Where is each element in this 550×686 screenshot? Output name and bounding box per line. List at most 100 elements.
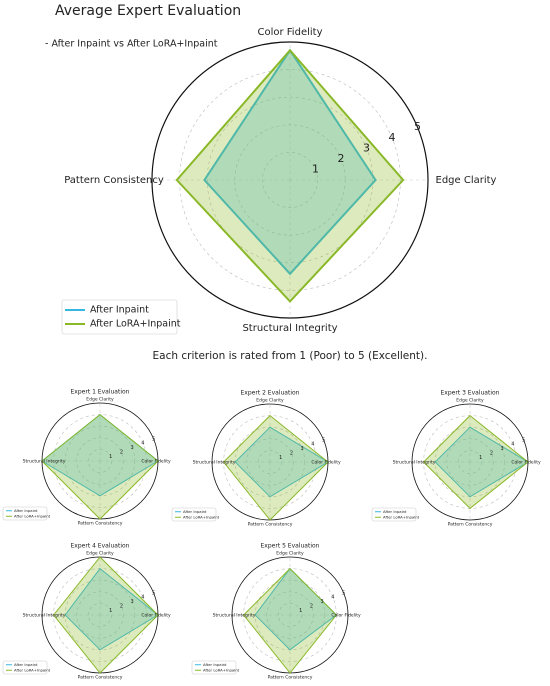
legend-label: After LoRA+Inpaint (14, 667, 51, 672)
chart-title: Expert 4 Evaluation (71, 543, 130, 550)
legend-box (61, 299, 178, 335)
radar-area (234, 426, 329, 498)
radial-tick-label: 4 (311, 442, 314, 448)
radial-tick-label: 4 (331, 595, 334, 601)
radial-tick-label: 5 (342, 590, 345, 596)
legend-label: After Inpaint (183, 509, 207, 514)
grid-circle (446, 438, 494, 486)
radial-tick-label: 4 (141, 441, 144, 447)
grid-circle (258, 450, 282, 474)
legend-label: After LoRA+Inpaint (383, 514, 420, 519)
category-label: Pattern Consistency (268, 675, 313, 681)
grid-circle (246, 438, 294, 486)
grid-circle (88, 449, 112, 473)
legend-box (191, 660, 237, 675)
radar-area (175, 48, 405, 303)
category-label: Pattern Consistency (248, 522, 293, 528)
legend-label: After LoRA+Inpaint (203, 667, 240, 672)
category-label: Color Fidelity (258, 27, 323, 38)
category-label: Color Fidelity (311, 460, 341, 466)
legend-label: After Inpaint (14, 508, 38, 513)
chart-title: Average Expert Evaluation (55, 3, 241, 19)
category-label: Color Fidelity (511, 460, 541, 466)
grid-circle (88, 603, 112, 627)
radar-area (52, 556, 159, 674)
legend-label: After Inpaint (14, 662, 38, 667)
chart-title: Expert 1 Evaluation (71, 389, 130, 396)
category-label: Color Fidelity (141, 459, 171, 465)
category-label: Structural Integrity (23, 613, 66, 619)
radial-tick-label: 1 (299, 608, 302, 614)
grid-circle (278, 603, 302, 627)
grid-circle (206, 96, 374, 264)
radar-area (64, 567, 159, 651)
radial-tick-label: 2 (337, 152, 344, 165)
radial-tick-label: 3 (131, 445, 134, 451)
category-label: Edge Clarity (276, 551, 304, 557)
radial-tick-label: 1 (109, 454, 112, 460)
chart-title: Expert 3 Evaluation (441, 390, 500, 397)
radial-tick-label: 3 (131, 599, 134, 605)
legend-label: After Inpaint (383, 509, 407, 514)
radar-area (422, 414, 529, 510)
radial-tick-label: 3 (321, 599, 324, 605)
grid-circle (76, 591, 124, 639)
legend-box (2, 660, 48, 675)
grid-circle (76, 437, 124, 485)
annotation: Each criterion is rated from 1 (Poor) to… (153, 350, 428, 362)
category-label: Color Fidelity (141, 613, 171, 619)
radial-tick-label: 2 (290, 451, 293, 457)
radial-tick-label: 5 (152, 590, 155, 596)
legend-box (171, 507, 217, 522)
grid-circle (262, 152, 318, 208)
radial-tick-label: 1 (279, 455, 282, 461)
category-label: Pattern Consistency (78, 675, 123, 681)
chart-subtitle: - After Inpaint vs After LoRA+Inpaint (45, 39, 218, 50)
radial-tick-label: 2 (120, 604, 123, 610)
outer-circle (151, 41, 429, 319)
radial-tick-label: 2 (310, 604, 313, 610)
legend-label: After Inpaint (203, 662, 227, 667)
radar-area (41, 413, 159, 520)
category-label: Pattern Consistency (64, 175, 164, 186)
radial-tick-label: 3 (363, 141, 370, 154)
category-label: Structural Integrity (23, 459, 66, 465)
radial-tick-label: 3 (501, 446, 504, 452)
category-label: Edge Clarity (436, 175, 497, 186)
radial-tick-label: 4 (388, 131, 395, 144)
category-label: Edge Clarity (86, 397, 114, 403)
grid-circle (458, 450, 482, 474)
legend-label: After LoRA+Inpaint (90, 319, 181, 330)
category-label: Structural Integrity (213, 613, 256, 619)
category-label: Edge Clarity (456, 398, 484, 404)
radar-area (434, 426, 529, 498)
category-label: Structural Integrity (193, 460, 236, 466)
category-label: Structural Integrity (242, 323, 337, 334)
chart-title: Expert 2 Evaluation (241, 390, 300, 397)
radial-tick-label: 1 (312, 162, 319, 175)
legend-label: After Inpaint (90, 305, 149, 316)
radial-tick-label: 5 (522, 437, 525, 443)
radial-tick-label: 1 (109, 608, 112, 614)
legend-box (371, 507, 417, 522)
radial-tick-label: 4 (511, 442, 514, 448)
radar-area (203, 48, 377, 276)
radial-tick-label: 3 (301, 446, 304, 452)
category-label: Edge Clarity (256, 398, 284, 404)
radial-tick-label: 5 (322, 437, 325, 443)
legend-box (2, 506, 48, 521)
category-label: Edge Clarity (86, 551, 114, 557)
radial-tick-label: 2 (490, 451, 493, 457)
category-label: Structural Integrity (393, 460, 436, 466)
legend-label: After LoRA+Inpaint (14, 513, 51, 518)
radar-area (242, 567, 338, 674)
category-label: Pattern Consistency (448, 522, 493, 528)
radial-tick-label: 5 (152, 436, 155, 442)
grid-circle (266, 591, 314, 639)
radial-tick-label: 4 (141, 595, 144, 601)
chart-title: Expert 5 Evaluation (261, 543, 320, 550)
category-label: Pattern Consistency (78, 521, 123, 527)
legend-label: After LoRA+Inpaint (183, 514, 220, 519)
